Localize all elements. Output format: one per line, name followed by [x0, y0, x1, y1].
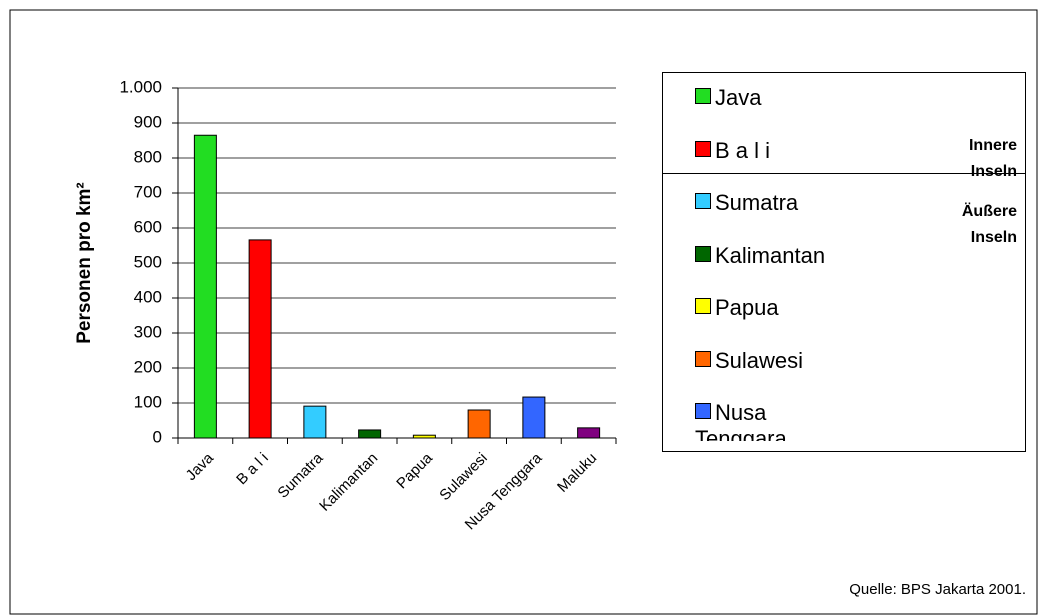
y-tick-label: 0 [153, 427, 162, 446]
legend-entry: Kalimantan [695, 243, 835, 269]
legend-entry: Sumatra [695, 190, 835, 216]
legend-group-label: Innere Inseln [968, 137, 1017, 180]
legend-entry: Nusa Tenggara [695, 400, 835, 441]
y-tick-label: 800 [134, 147, 162, 166]
legend-swatch [695, 403, 711, 419]
legend-swatch [695, 193, 711, 209]
legend-entry: Java [695, 85, 835, 111]
y-tick-label: 400 [134, 287, 162, 306]
bar [303, 405, 327, 439]
legend-group-label: Äußere Inseln [961, 203, 1017, 246]
bar [522, 396, 546, 439]
y-tick-label: 200 [134, 357, 162, 376]
y-tick-label: 1.000 [119, 77, 162, 96]
legend-label: Sumatra [715, 190, 799, 215]
legend-label: Nusa Tenggara [695, 400, 787, 441]
legend-swatch [695, 350, 711, 367]
legend-entry: Sulawesi [695, 348, 835, 374]
legend-swatch [695, 88, 711, 104]
legend-swatch [695, 245, 711, 262]
legend-label: Java [715, 85, 762, 110]
y-tick-label: 600 [134, 217, 162, 236]
source-note: Quelle: BPS Jakarta 2001. [849, 581, 1026, 598]
legend-label: Papua [715, 295, 779, 320]
legend-entry: B a l i [695, 138, 835, 164]
y-tick-label: 900 [134, 112, 162, 131]
bar [193, 134, 217, 439]
y-tick-label: 300 [134, 322, 162, 341]
legend: Java B a l i Sumatra Kalimantan Papua Sulawes… [662, 72, 1026, 452]
bar [577, 427, 601, 439]
legend-label: B a l i [715, 137, 771, 163]
y-tick-label: 100 [134, 392, 162, 411]
bar [248, 239, 272, 439]
y-axis-label: Personen pro km² [74, 182, 95, 344]
legend-swatch [695, 298, 711, 314]
legend-label: Sulawesi [715, 347, 804, 373]
y-tick-label: 700 [134, 182, 162, 201]
legend-swatch [695, 140, 711, 157]
bar [358, 429, 382, 439]
bar [467, 409, 491, 439]
legend-entry: Papua [695, 295, 835, 321]
legend-divider [663, 173, 1025, 174]
y-tick-label: 500 [134, 252, 162, 271]
legend-entries: Java B a l i Sumatra Kalimantan Papua Sulawes… [663, 73, 1025, 441]
bar [412, 434, 436, 439]
legend-label: Kalimantan [715, 242, 826, 268]
